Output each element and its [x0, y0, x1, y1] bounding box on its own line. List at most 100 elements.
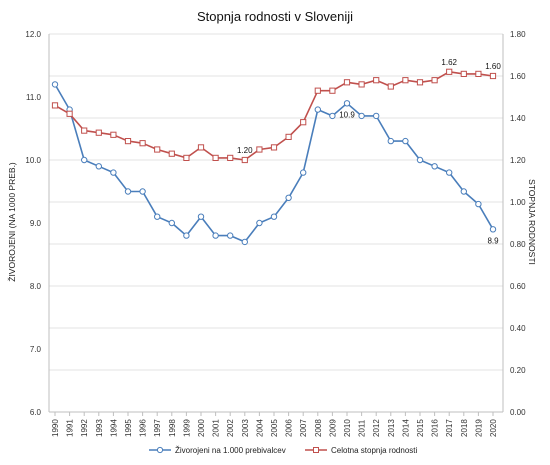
data-point-square [431, 77, 438, 84]
data-point-circle [124, 188, 132, 195]
y-tick-label: 12.0 [25, 30, 41, 39]
data-point-circle [270, 213, 278, 220]
data-point-square [212, 154, 219, 162]
data-point-circle [139, 188, 146, 195]
x-tick-label: 2007 [299, 419, 308, 437]
x-tick-label: 1995 [124, 419, 133, 437]
data-point-square [241, 156, 248, 164]
data-label: 10.9 [339, 110, 355, 119]
data-point-square [139, 140, 146, 147]
x-tick-label: 1994 [109, 419, 118, 437]
x-tick-label: 2017 [445, 419, 454, 437]
data-point-square [387, 83, 394, 90]
y-tick-label: 10.0 [25, 156, 41, 165]
y2-tick-label: 0.80 [510, 240, 526, 249]
data-point-circle [489, 226, 497, 233]
x-tick-label: 2006 [285, 419, 294, 437]
y-tick-label: 8.0 [30, 282, 42, 291]
x-tick-label: 2001 [212, 419, 221, 437]
data-point-circle [300, 169, 307, 176]
data-point-square [183, 154, 190, 162]
x-tick-label: 1998 [168, 419, 177, 437]
data-point-square [51, 102, 59, 109]
x-tick-label: 1999 [182, 419, 191, 437]
chart-title: Stopnja rodnosti v Sloveniji [197, 9, 353, 24]
data-point-circle [168, 219, 176, 227]
x-tick-label: 2009 [328, 419, 337, 437]
x-tick-label: 1997 [153, 419, 162, 437]
data-point-circle [416, 156, 424, 164]
x-tick-label: 2018 [460, 419, 469, 437]
data-point-square [343, 79, 351, 86]
axes: 6.0 7.0 8.0 9.0 10.0 11.0 12.0 0.00 0.20 0.40 0.60… [25, 30, 526, 437]
y2-tick-label: 1.00 [510, 198, 526, 207]
data-point-square [373, 77, 380, 84]
x-tick-label: 2014 [401, 419, 410, 437]
data-point-square [124, 138, 132, 145]
y2-tick-label: 1.80 [510, 30, 526, 39]
data-point-circle [329, 112, 336, 120]
x-tick-label: 2010 [343, 419, 352, 437]
legend-item-births: Živorojeni na 1.000 prebivalcev [149, 446, 286, 455]
legend-label-fertility: Celotna stopnja rodnosti [331, 446, 418, 455]
series-0 [51, 81, 497, 246]
y2-axis-title: STOPNJA RODNOSTI [527, 179, 537, 265]
y2-tick-label: 0.20 [510, 366, 526, 375]
data-point-circle [212, 232, 219, 239]
y-tick-label: 7.0 [30, 345, 42, 354]
data-point-circle [387, 137, 394, 145]
data-point-square [314, 87, 321, 94]
data-point-square [285, 133, 292, 141]
legend-marker-square [313, 447, 319, 453]
data-point-circle [358, 112, 365, 120]
data-point-circle [431, 163, 438, 170]
x-tick-label: 2011 [358, 419, 367, 437]
data-point-circle [95, 163, 103, 170]
x-tick-label: 2016 [431, 419, 440, 437]
y-tick-label: 11.0 [26, 93, 42, 102]
data-point-square [168, 150, 175, 157]
y-tick-label: 9.0 [30, 219, 42, 228]
data-point-square [270, 144, 278, 151]
data-point-square [110, 131, 117, 138]
data-point-circle [197, 213, 205, 220]
data-labels: 1.20 1.62 1.60 10.9 8.9 [237, 58, 501, 246]
data-point-square [227, 154, 234, 162]
data-label: 1.60 [485, 62, 501, 71]
x-tick-label: 2004 [255, 419, 264, 437]
x-tick-label: 2020 [489, 419, 498, 437]
data-point-circle [256, 219, 263, 227]
series-lines [51, 68, 497, 246]
x-tick-label: 1992 [80, 419, 89, 437]
x-tick-label: 2015 [416, 419, 425, 437]
x-tick-label: 1993 [95, 419, 104, 437]
data-point-square [256, 146, 263, 153]
x-tick-label: 2012 [372, 419, 381, 437]
data-point-circle [402, 137, 409, 145]
data-label: 8.9 [487, 236, 499, 245]
y-tick-label: 6.0 [30, 408, 42, 417]
legend-item-fertility: Celotna stopnja rodnosti [305, 446, 418, 455]
data-point-circle [475, 200, 482, 208]
data-point-circle [183, 232, 190, 239]
data-point-square [95, 129, 102, 136]
data-point-circle [460, 188, 467, 195]
data-point-circle [241, 238, 249, 246]
data-point-square [300, 119, 307, 126]
data-point-square [197, 144, 205, 151]
x-tick-label: 2000 [197, 419, 206, 437]
data-point-circle [81, 156, 88, 164]
data-point-square [329, 87, 336, 94]
x-tick-label: 2003 [241, 419, 250, 437]
data-point-square [81, 127, 88, 134]
data-point-square [489, 72, 497, 80]
x-tick-label: 1996 [139, 419, 148, 437]
series-1 [51, 68, 497, 164]
legend-marker-circle [156, 446, 164, 454]
data-point-circle [285, 194, 292, 202]
data-point-square [475, 70, 482, 78]
x-tick-label: 1990 [51, 419, 60, 437]
